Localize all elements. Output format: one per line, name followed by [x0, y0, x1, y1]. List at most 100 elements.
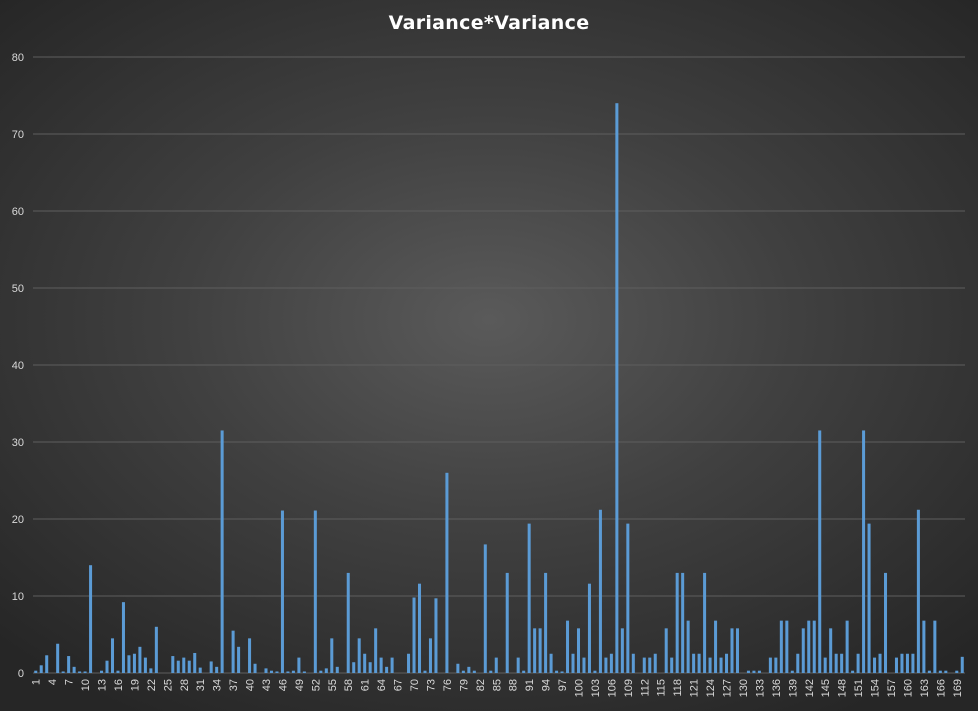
y-tick-label: 10: [12, 591, 24, 603]
bar: [670, 657, 674, 673]
bar: [445, 472, 449, 673]
bar: [664, 628, 668, 673]
bar: [428, 638, 432, 673]
bar: [171, 656, 175, 673]
bar: [286, 671, 290, 673]
bar: [560, 671, 564, 673]
y-tick-label: 30: [12, 437, 24, 449]
bar: [72, 666, 76, 673]
y-tick-label: 40: [12, 360, 24, 372]
x-tick-label: 37: [228, 679, 240, 691]
bar: [714, 620, 718, 673]
x-tick-label: 70: [409, 679, 421, 691]
bar: [549, 653, 553, 673]
bar: [719, 657, 723, 673]
bar: [938, 670, 942, 673]
x-tick-label: 148: [837, 679, 849, 697]
bar: [335, 666, 339, 673]
bar: [851, 670, 855, 673]
bar: [620, 628, 624, 673]
x-tick-label: 40: [245, 679, 257, 691]
bar: [467, 666, 471, 673]
bar: [571, 653, 575, 673]
y-axis-ticks: 0 10 20 30 40 50 60 70 80: [12, 52, 24, 680]
bar: [264, 668, 268, 673]
bar: [708, 657, 712, 673]
x-tick-label: 94: [541, 679, 553, 691]
bar: [768, 657, 772, 673]
bar: [587, 583, 591, 673]
x-tick-label: 136: [771, 679, 783, 697]
bar: [631, 653, 635, 673]
bar: [357, 638, 361, 673]
x-tick-label: 169: [952, 679, 964, 697]
bar: [280, 510, 284, 673]
bar: [960, 656, 964, 673]
bar: [127, 655, 131, 673]
bar: [555, 670, 559, 673]
bar: [385, 666, 389, 673]
bar: [785, 620, 789, 673]
bar: [390, 657, 394, 673]
bar: [105, 660, 109, 673]
x-tick-label: 79: [458, 679, 470, 691]
bar: [483, 544, 487, 673]
bar: [796, 653, 800, 673]
bar: [576, 628, 581, 673]
bar: [132, 653, 136, 673]
bar: [297, 657, 301, 673]
x-tick-label: 31: [195, 679, 207, 691]
bar: [725, 653, 729, 673]
bar: [198, 667, 202, 673]
bar: [675, 572, 679, 673]
bar: [330, 638, 334, 673]
bar: [231, 630, 235, 673]
bar: [39, 665, 43, 673]
bar: [686, 620, 690, 673]
bar: [78, 671, 82, 673]
bar: [209, 661, 213, 673]
x-tick-label: 19: [129, 679, 141, 691]
bar: [368, 662, 372, 673]
bar: [878, 653, 882, 673]
bar: [248, 638, 252, 673]
x-tick-label: 52: [310, 679, 322, 691]
x-tick-label: 13: [97, 679, 109, 691]
bar: [434, 598, 438, 673]
bar: [955, 670, 959, 673]
x-tick-label: 34: [212, 679, 224, 691]
bar: [494, 657, 498, 673]
x-tick-label: 76: [442, 679, 454, 691]
bar: [83, 671, 87, 673]
x-tick-label: 109: [623, 679, 635, 697]
x-tick-label: 130: [738, 679, 750, 697]
gridlines: [33, 56, 965, 674]
bar: [829, 628, 833, 673]
x-tick-label: 25: [162, 679, 174, 691]
bar: [220, 430, 224, 673]
x-tick-label: 121: [689, 679, 701, 697]
bar: [818, 430, 822, 673]
bar: [346, 572, 350, 673]
bar: [363, 653, 367, 673]
x-axis-ticks: 1 4 7 10 13 16 19 22 25 28 31 34 37 40 43 46 49 52 55 58 61 6…: [31, 679, 964, 697]
bar: [752, 670, 756, 673]
bar: [834, 653, 838, 673]
bar: [609, 653, 613, 673]
x-tick-label: 85: [491, 679, 503, 691]
bar: [812, 620, 816, 673]
y-tick-label: 80: [12, 52, 24, 64]
bar: [544, 572, 548, 673]
bar: [856, 653, 860, 673]
bar: [253, 663, 257, 673]
x-tick-label: 64: [376, 679, 388, 691]
bar: [110, 638, 115, 673]
bar: [149, 668, 153, 673]
x-tick-label: 157: [886, 679, 898, 697]
bar: [626, 523, 630, 673]
x-tick-label: 151: [853, 679, 865, 697]
x-tick-label: 127: [722, 679, 734, 697]
bar: [735, 628, 739, 673]
bar: [642, 657, 646, 673]
bar: [840, 653, 844, 673]
